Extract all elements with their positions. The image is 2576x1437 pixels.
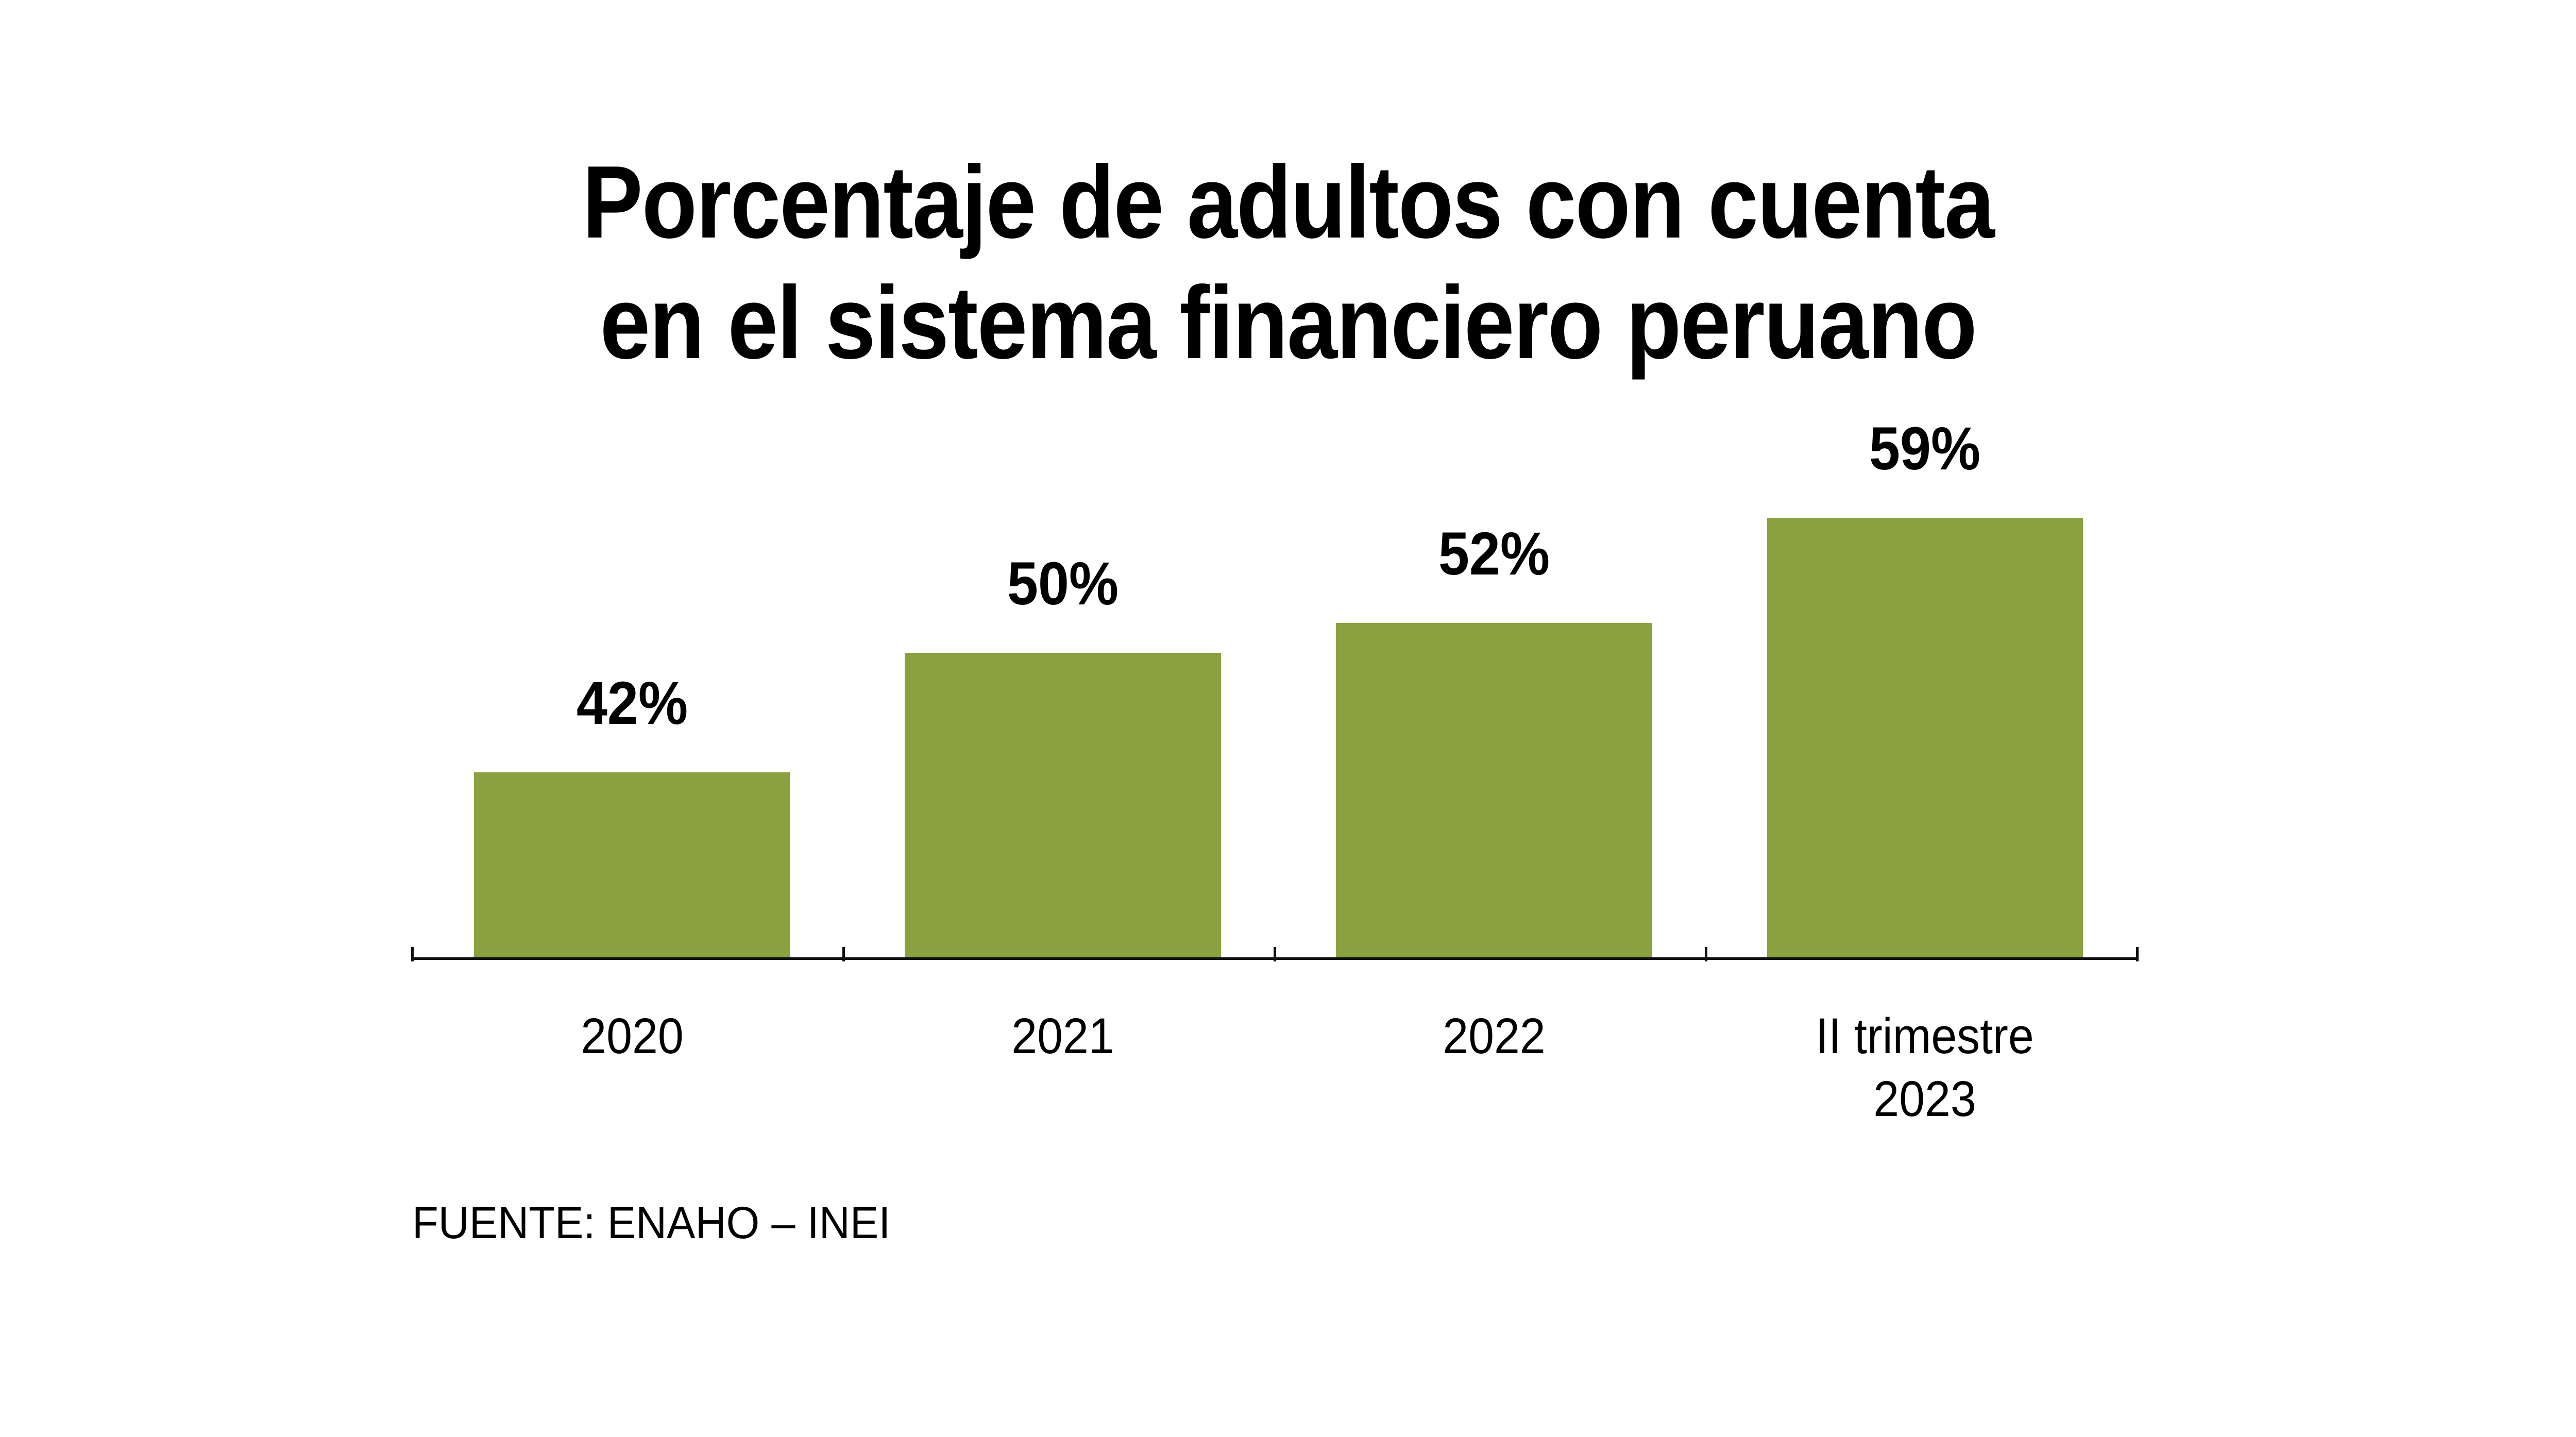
bar-ii-trimestre-2023 (1767, 518, 2083, 958)
x-axis-line (411, 947, 2139, 961)
x-axis-tick-2 (1273, 947, 1276, 961)
x-axis-tick-3 (1704, 947, 1707, 961)
chart-title-line1: Porcentaje de adultos con cuenta (582, 145, 1994, 260)
value-label-ii-trimestre-2023: 59% (1869, 415, 1981, 483)
value-label-2022: 52% (1438, 519, 1550, 587)
category-label-2022: 2022 (1443, 1007, 1546, 1064)
bar-2020 (473, 772, 790, 958)
x-axis-tick-4 (2136, 947, 2139, 961)
chart-title: Porcentaje de adultos con cuenta en el s… (155, 142, 2421, 383)
chart-title-line2: en el sistema financiero peruano (600, 265, 1977, 381)
value-label-2021: 50% (1007, 549, 1119, 617)
x-axis-tick-0 (411, 947, 414, 961)
bar-2021 (905, 652, 1221, 958)
x-axis-tick-1 (842, 947, 845, 961)
bar-2022 (1336, 622, 1652, 958)
source-note: FUENTE: ENAHO – INEI (412, 1197, 891, 1248)
value-label-2020: 42% (576, 669, 688, 737)
category-label-ii-trimestre-2023: II trimestre 2023 (1816, 1007, 2035, 1127)
category-label-2021: 2021 (1011, 1007, 1114, 1064)
category-label-2020: 2020 (580, 1007, 684, 1064)
